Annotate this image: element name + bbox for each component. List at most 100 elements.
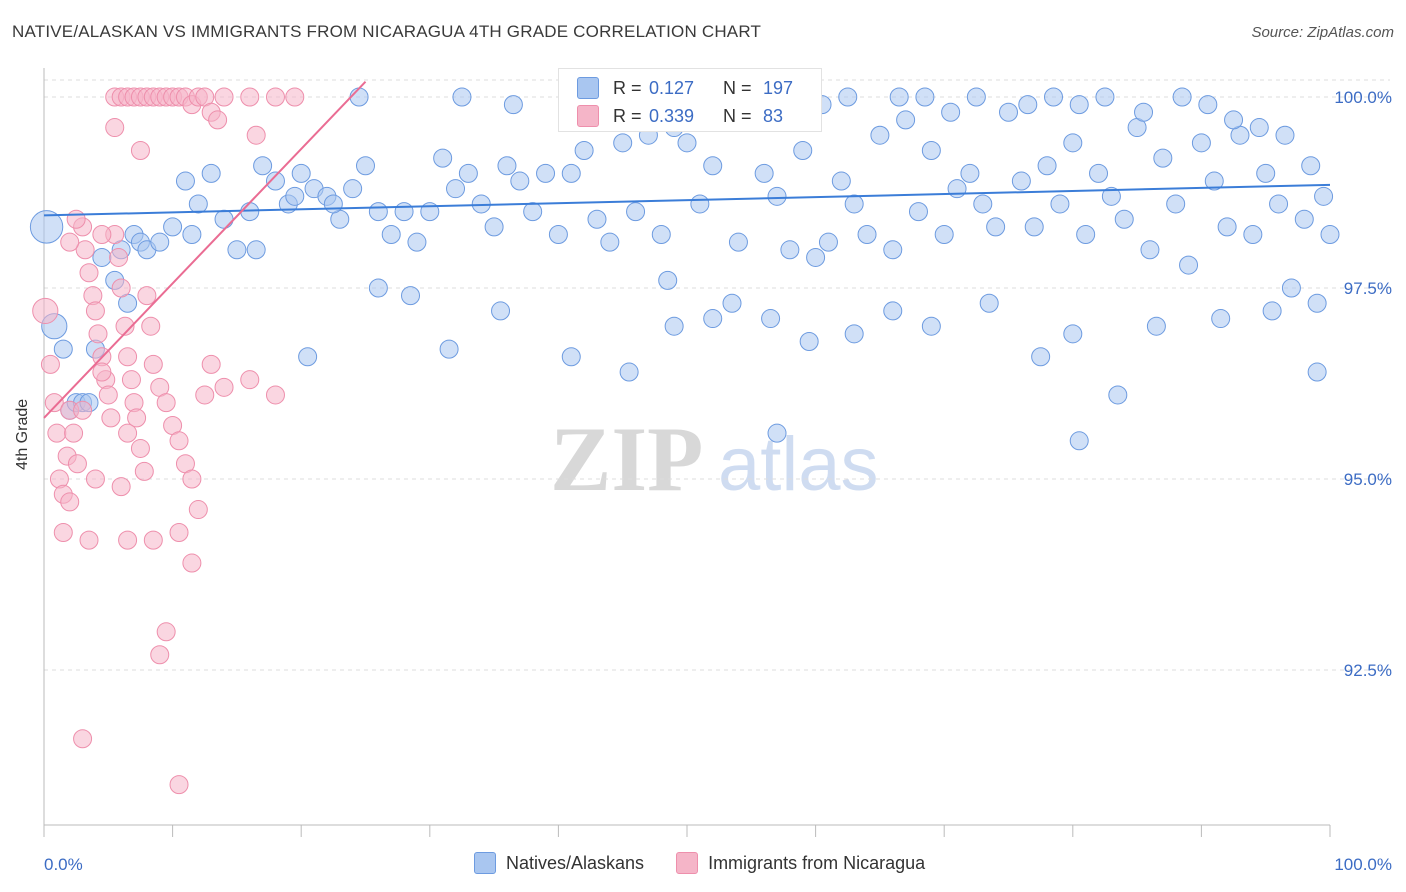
legend-swatch-nicaragua <box>676 852 699 874</box>
native-point <box>806 247 826 267</box>
native-point <box>793 140 813 160</box>
native-point <box>92 247 112 267</box>
nicaragua-point <box>111 477 131 497</box>
native-point <box>921 316 941 336</box>
legend-swatch-natives <box>474 852 496 874</box>
native-point <box>394 202 414 222</box>
native-point <box>536 163 556 183</box>
native-point <box>1101 186 1121 206</box>
nicaragua-point <box>40 354 60 374</box>
native-point <box>349 87 369 107</box>
native-point <box>29 210 64 244</box>
native-point <box>1011 171 1031 191</box>
native-point <box>600 232 620 252</box>
nicaragua-point <box>188 500 208 520</box>
native-point <box>548 225 568 245</box>
native-point <box>1262 301 1282 321</box>
native-point <box>767 423 787 443</box>
native-point <box>831 171 851 191</box>
watermark-atlas: atlas <box>718 422 879 507</box>
native-point <box>1243 225 1263 245</box>
native-point <box>754 163 774 183</box>
nicaragua-point <box>214 377 234 397</box>
native-point <box>1153 148 1173 168</box>
native-point <box>1024 217 1044 237</box>
nicaragua-point <box>73 400 93 420</box>
legend-item-natives[interactable]: Natives/Alaskans <box>474 852 644 874</box>
native-point <box>175 171 195 191</box>
native-point <box>1172 87 1192 107</box>
native-point <box>1294 209 1314 229</box>
native-point <box>1249 118 1269 138</box>
native-point <box>780 240 800 260</box>
nicaragua-point <box>156 622 176 642</box>
native-point <box>664 316 684 336</box>
native-point <box>677 133 697 153</box>
native-point <box>1134 102 1154 122</box>
native-point <box>356 156 375 176</box>
native-point <box>799 331 819 351</box>
native-point <box>407 232 427 252</box>
native-point <box>619 362 639 382</box>
native-point <box>53 339 73 359</box>
nicaragua-point <box>182 553 202 573</box>
native-point <box>857 225 877 245</box>
y-tick-label: 92.5% <box>1344 661 1392 680</box>
native-point <box>491 301 511 321</box>
nicaragua-point <box>101 408 121 428</box>
legend-label-natives: Natives/Alaskans <box>506 852 645 873</box>
native-point <box>703 156 723 176</box>
native-point <box>291 163 311 183</box>
native-point <box>1031 347 1051 367</box>
legend-label-nicaragua: Immigrants from Nicaragua <box>708 852 926 873</box>
nicaragua-point <box>134 461 154 481</box>
native-point <box>368 202 388 222</box>
stats-row-nicaragua: R = 0.339 N = 83 <box>577 105 783 127</box>
stats-row-natives: R = 0.127 N = 197 <box>577 77 793 99</box>
native-point <box>458 163 478 183</box>
native-point <box>343 179 363 199</box>
nicaragua-point <box>60 232 80 252</box>
native-point <box>561 347 581 367</box>
native-point <box>561 163 581 183</box>
nicaragua-point <box>214 87 234 107</box>
nicaragua-point <box>44 393 64 413</box>
native-point <box>1050 194 1070 214</box>
chart-title: NATIVE/ALASKAN VS IMMIGRANTS FROM NICARA… <box>12 22 762 41</box>
native-point <box>883 301 903 321</box>
native-point <box>201 163 221 183</box>
nicaragua-point <box>195 385 215 405</box>
native-point <box>915 87 935 107</box>
stats-box: R = 0.127 N = 197 R = 0.339 N = 83 <box>558 68 822 132</box>
native-point <box>163 217 183 237</box>
nicaragua-point <box>115 316 135 336</box>
nicaragua-point <box>105 118 125 138</box>
native-point <box>941 102 961 122</box>
native-point <box>503 95 523 115</box>
native-point <box>999 102 1018 122</box>
native-point <box>1069 431 1089 451</box>
nicaragua-point <box>60 492 80 512</box>
native-point <box>979 293 999 313</box>
native-point <box>1044 87 1064 107</box>
legend-item-nicaragua[interactable]: Immigrants from Nicaragua <box>676 852 925 874</box>
stats-swatch-natives <box>577 77 599 99</box>
native-point <box>439 339 459 359</box>
r-value: 0.339 <box>649 105 695 126</box>
nicaragua-point <box>66 209 86 229</box>
native-point <box>265 171 285 191</box>
native-point <box>433 148 453 168</box>
nicaragua-point <box>67 454 87 474</box>
y-tick-label: 100.0% <box>1334 88 1392 107</box>
native-point <box>323 194 343 214</box>
native-point <box>1037 156 1057 176</box>
native-point <box>728 232 748 252</box>
nicaragua-point <box>143 530 163 550</box>
watermark-zip: ZIP <box>550 408 703 510</box>
native-point <box>1256 163 1276 183</box>
native-trendline <box>43 183 1331 217</box>
native-point <box>182 225 202 245</box>
native-point <box>214 209 234 229</box>
nicaragua-point <box>137 286 157 306</box>
